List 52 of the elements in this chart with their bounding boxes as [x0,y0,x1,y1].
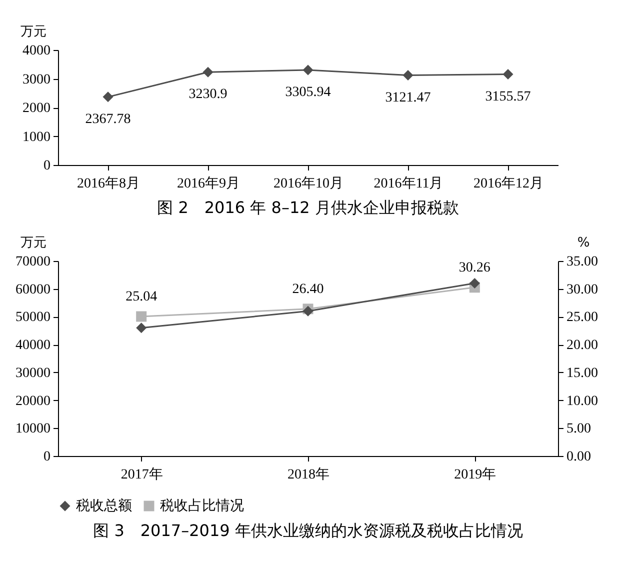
y2-tick-label: 20.00 [566,338,598,354]
y-tick-label: 60000 [16,282,50,298]
data-label: 3230.9 [188,87,228,102]
x-tick-label: 2019年 [454,466,496,482]
y-axis-title: 万元 [20,24,46,40]
x-tick-label: 2018年 [288,466,330,482]
point [202,66,214,78]
point [302,64,314,76]
y-tick-label: 3000 [22,72,50,88]
y2-tick-label: 15.00 [566,366,598,381]
data-label: 3155.57 [485,89,531,104]
legend-label: 税收占比情况 [160,498,244,514]
x-tick-label: 2017年 [120,466,163,482]
y2-tick-label: 30.00 [566,282,598,298]
x-tick-label: 2016年8月 [77,176,140,192]
y-tick-label: 70000 [16,254,50,270]
text: 图 2 2016 年 8–12 月供水企业申报税款 [157,198,459,217]
x-tick-label: 2016年11月 [374,176,444,192]
point [469,278,480,289]
data-label: 2367.78 [85,112,131,127]
y2-tick-label: 35.00 [566,254,598,270]
y2-tick-label: 5.00 [566,422,591,437]
x-tick-label: 2016年9月 [177,176,240,192]
point [502,69,514,80]
point [102,92,114,102]
y-axis-title: 万元 [20,236,46,250]
y2-tick-label: 10.00 [566,394,598,409]
y-tick-label: 4000 [22,44,50,58]
legend-label: 税收总额 [76,498,132,514]
y-tick-label: 50000 [16,310,50,326]
y-tick-label: 1000 [22,130,50,145]
point [136,322,147,334]
data-label: 3305.94 [285,84,331,100]
data-label: 25.04 [126,289,158,304]
x-tick-label: 2016年12月 [474,176,544,192]
data-label: 3121.47 [385,90,431,106]
data-label: 30.26 [458,260,490,276]
point [402,70,414,80]
y-tick-label: 10000 [16,422,50,437]
y-tick-label: 2000 [22,101,50,116]
y-tick-label: 20000 [16,394,50,409]
text: 图 3 2017–2019 年供水业缴纳的水资源税及税收占比情况 [93,521,523,540]
y2-axis-title: % [577,236,590,250]
y2-tick-label: 25.00 [566,310,598,326]
x-tick-label: 2016年10月 [274,176,344,192]
y2-tick-label: 0.00 [566,450,591,464]
y-tick-label: 40000 [16,338,50,354]
y-tick-label: 0 [44,158,50,174]
y-tick-label: 30000 [16,366,50,381]
point [136,311,147,322]
y-tick-label: 0 [44,450,50,464]
data-label: 26.40 [292,282,324,297]
